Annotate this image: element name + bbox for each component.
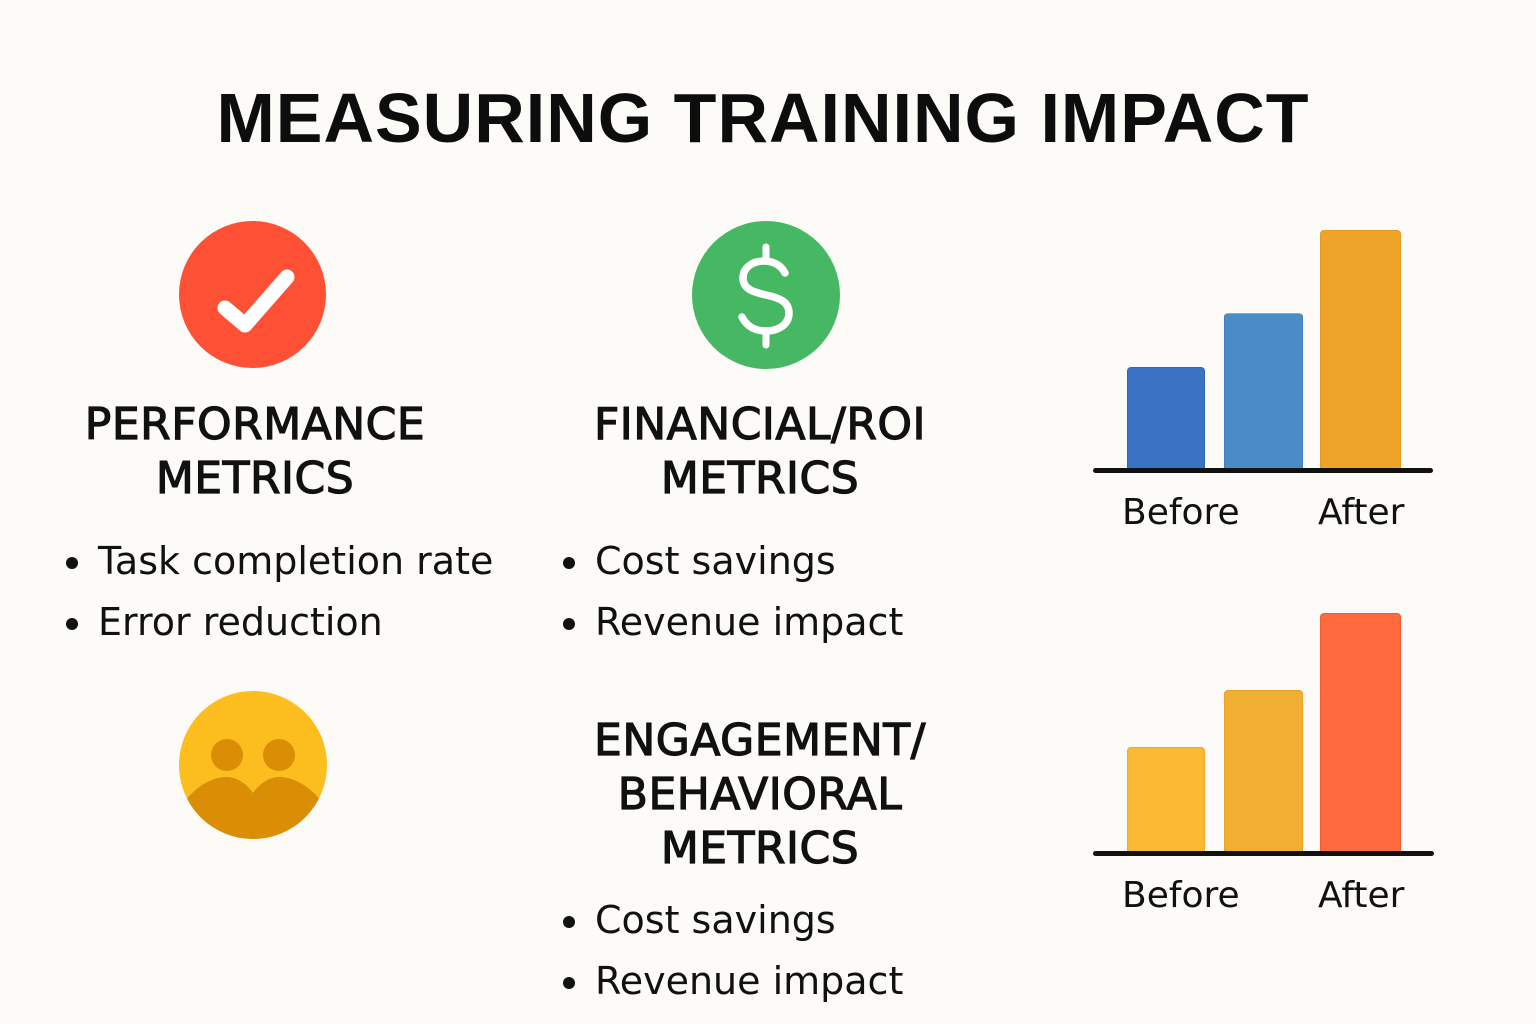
bullet-icon — [563, 977, 575, 989]
bar-chart-top: Before After — [1093, 220, 1443, 540]
heading-line: BEHAVIORAL — [617, 768, 903, 820]
bullet-icon — [563, 618, 575, 630]
bullet-list: Task completion rate Error reduction — [62, 531, 493, 653]
list-item: Cost savings — [559, 890, 903, 951]
bar-after — [1320, 613, 1401, 855]
heading-line: METRICS — [660, 822, 860, 874]
list-item: Error reduction — [62, 592, 493, 653]
x-tick-label-after: After — [1318, 492, 1405, 533]
bar-middle — [1224, 313, 1303, 472]
bullet-list: Cost savings Revenue impact — [559, 531, 903, 653]
dollar-icon — [692, 221, 840, 369]
x-axis — [1093, 468, 1433, 473]
bullet-icon — [66, 618, 78, 630]
x-axis — [1093, 851, 1434, 856]
people-icon — [179, 691, 327, 839]
heading-line: FINANCIAL/ROI — [593, 398, 927, 450]
bullet-icon — [66, 557, 78, 569]
section-heading: FINANCIAL/ROI METRICS — [545, 398, 975, 506]
bar-chart-bottom: Before After — [1093, 603, 1443, 923]
bar-middle — [1224, 690, 1303, 855]
x-tick-label-before: Before — [1122, 875, 1240, 916]
bullet-icon — [563, 916, 575, 928]
heading-line: ENGAGEMENT/ — [593, 714, 926, 766]
list-item: Task completion rate — [62, 531, 493, 592]
bar-before — [1127, 367, 1205, 472]
bar-after — [1320, 230, 1401, 472]
page-title: MEASURING TRAINING IMPACT — [216, 79, 1310, 157]
bullet-icon — [563, 557, 575, 569]
section-heading: PERFORMANCE METRICS — [40, 398, 470, 506]
heading-line: METRICS — [155, 452, 355, 504]
list-item: Revenue impact — [559, 951, 903, 1012]
checkmark-icon — [179, 221, 326, 368]
bullet-list: Cost savings Revenue impact — [559, 890, 903, 1012]
heading-line: METRICS — [660, 452, 860, 504]
x-tick-label-after: After — [1318, 875, 1405, 916]
heading-line: PERFORMANCE — [84, 398, 426, 450]
section-heading: ENGAGEMENT/ BEHAVIORAL METRICS — [545, 714, 975, 876]
x-tick-label-before: Before — [1122, 492, 1240, 533]
list-item: Revenue impact — [559, 592, 903, 653]
list-item: Cost savings — [559, 531, 903, 592]
bar-before — [1127, 747, 1205, 855]
